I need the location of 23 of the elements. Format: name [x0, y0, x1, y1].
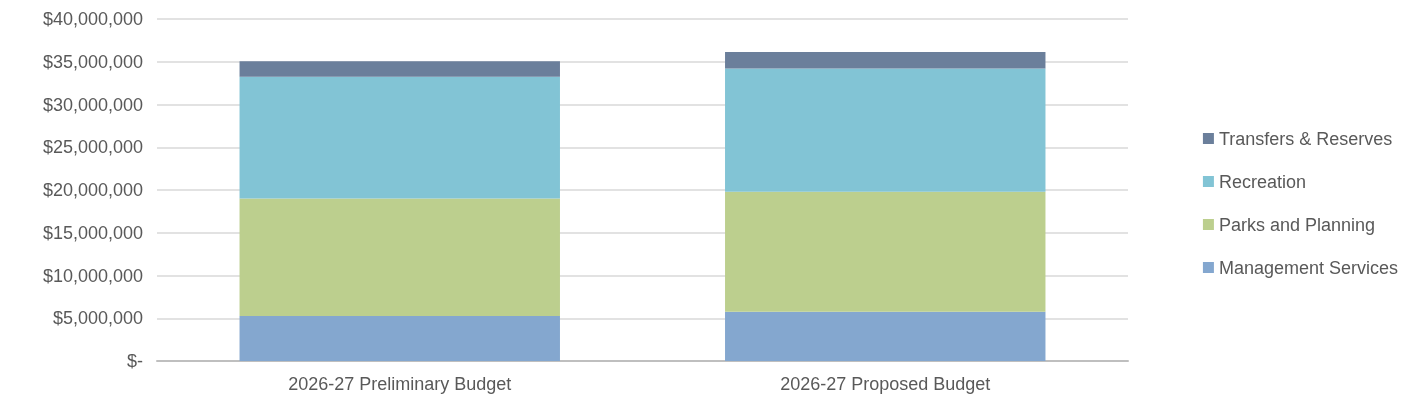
bar — [239, 61, 560, 77]
legend-label: Management Services — [1218, 257, 1399, 278]
y-tick-label: $5,000,000 — [52, 308, 143, 329]
bar — [725, 191, 1046, 312]
bar — [725, 311, 1046, 361]
bar — [239, 316, 560, 361]
legend-label: Recreation — [1218, 171, 1306, 192]
y-tick-label: $15,000,000 — [42, 222, 143, 243]
y-tick-label: $30,000,000 — [42, 94, 143, 115]
y-tick-label: $35,000,000 — [42, 51, 143, 72]
bar — [239, 198, 560, 317]
x-tick-label: 2026-27 Preliminary Budget — [288, 374, 512, 394]
y-tick-label: $20,000,000 — [42, 180, 143, 200]
y-tick-label: $25,000,000 — [42, 137, 143, 158]
bar — [725, 51, 1046, 69]
y-tick-label: $40,000,000 — [42, 9, 143, 29]
y-tick-label: $- — [126, 351, 143, 371]
bar — [725, 68, 1046, 192]
legend-label: Parks and Planning — [1218, 214, 1376, 235]
x-tick-label: 2026-27 Proposed Budget — [780, 374, 991, 394]
bar — [239, 76, 560, 199]
legend-label: Transfers & Reserves — [1218, 128, 1393, 149]
y-tick-label: $10,000,000 — [42, 265, 143, 286]
